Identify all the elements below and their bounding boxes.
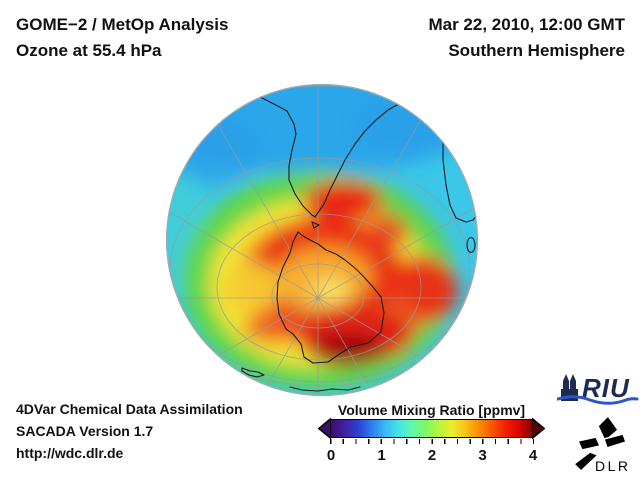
colorbar-title: Volume Mixing Ratio [ppmv] [337, 402, 526, 418]
coastlines [241, 95, 478, 392]
tierra-del-fuego [311, 221, 320, 229]
colorbar-labels: 0 1 2 3 4 [318, 447, 545, 465]
globe-map [162, 84, 482, 404]
credit-version: SACADA Version 1.7 [16, 423, 154, 439]
colorbar-label-1: 1 [377, 447, 386, 464]
dlr-logo-text: DLR [595, 458, 631, 474]
south-america-outline [257, 95, 415, 218]
plot-region: Southern Hemisphere [448, 41, 625, 60]
islands-southwest [241, 367, 265, 378]
colorbar-label-4: 4 [528, 447, 538, 464]
globe-rim [166, 84, 478, 396]
riu-wave-icon [556, 395, 639, 405]
dlr-logo: DLR [565, 414, 640, 476]
colorbar: Volume Mixing Ratio [ppmv] 0 1 2 3 4 [318, 402, 545, 466]
madagascar-outline [466, 236, 476, 254]
riu-logo-text: RIU [582, 373, 630, 403]
globe-svg [166, 84, 478, 396]
antarctica-outline [276, 231, 385, 364]
plot-title: GOME−2 / MetOp Analysis [16, 15, 229, 34]
colorbar-label-2: 2 [427, 447, 437, 464]
plot-datetime: Mar 22, 2010, 12:00 GMT [428, 15, 625, 34]
colorbar-label-0: 0 [326, 447, 336, 464]
colorbar-ticks [330, 439, 534, 444]
cathedral-icon [561, 374, 578, 401]
plot-title-block: GOME−2 / MetOp Analysis Ozone at 55.4 hP… [16, 12, 228, 64]
colorbar-label-3: 3 [478, 447, 487, 464]
plot-subtitle: Ozone at 55.4 hPa [16, 41, 162, 60]
plot-datetime-block: Mar 22, 2010, 12:00 GMT Southern Hemisph… [428, 12, 625, 64]
colorbar-right-arrow [532, 418, 545, 439]
dlr-emblem-icon [572, 414, 627, 473]
coast-south [289, 386, 361, 392]
credit-method: 4DVar Chemical Data Assimilation [16, 401, 243, 417]
credit-url: http://wdc.dlr.de [16, 445, 124, 461]
ozone-field [166, 84, 478, 396]
credits-block: 4DVar Chemical Data Assimilation SACADA … [16, 398, 243, 464]
riu-logo: RIU [556, 371, 639, 407]
colorbar-left-arrow [318, 418, 331, 439]
colorbar-gradient [330, 419, 533, 438]
